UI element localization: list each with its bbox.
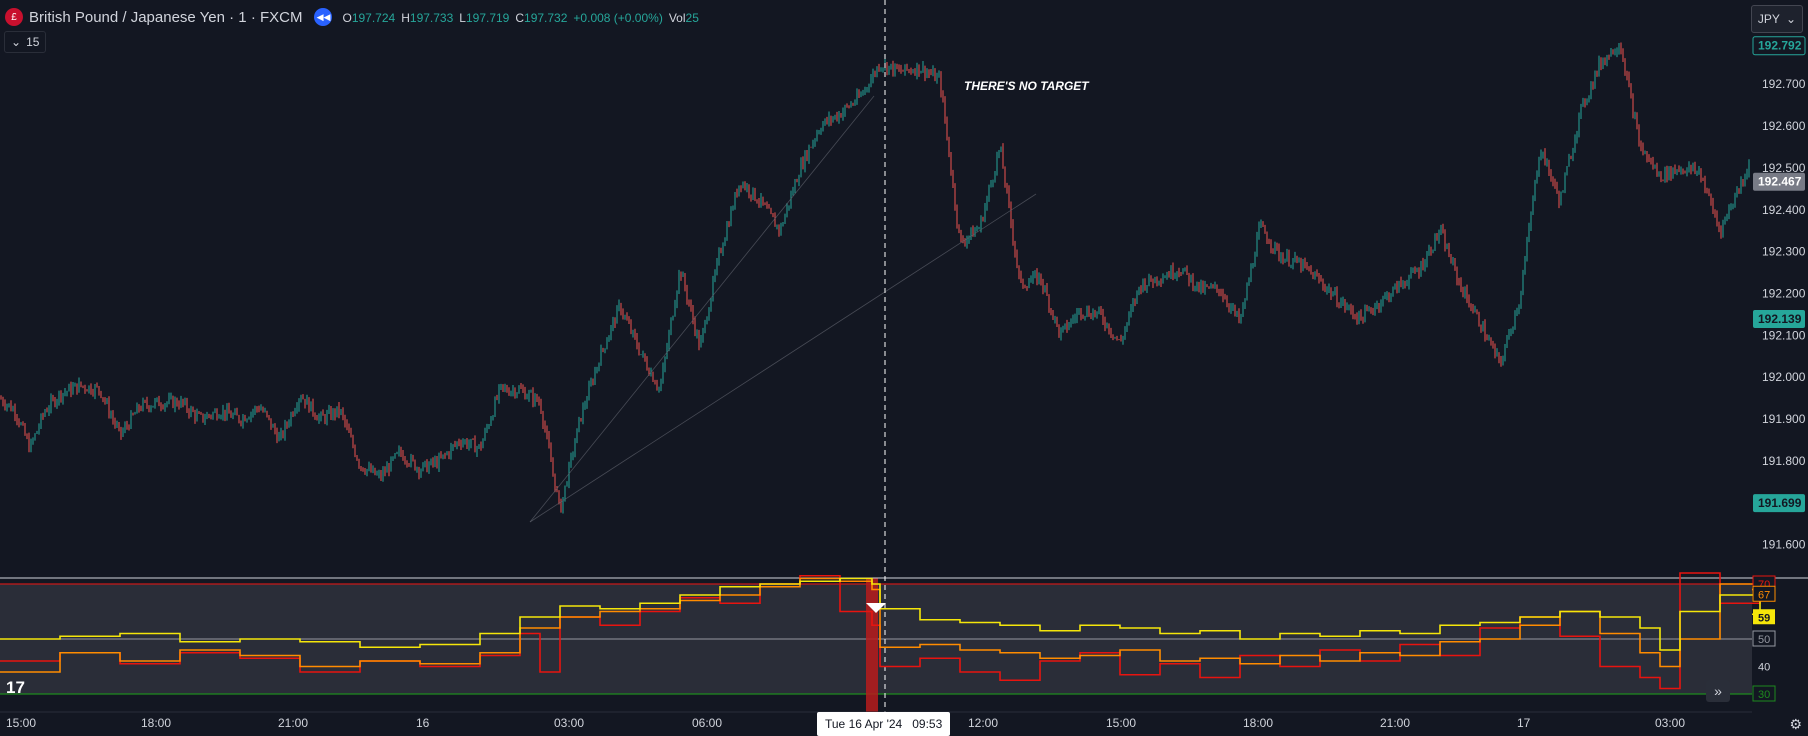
ohlc-item: H197.733 <box>401 11 454 25</box>
ohlc-item: L197.719 <box>459 11 510 25</box>
interval-value: 15 <box>26 35 40 49</box>
time-tick-label: 17 <box>1517 716 1531 730</box>
rsi-tick-label: 67 <box>1758 589 1770 601</box>
currency-label: JPY <box>1757 12 1780 26</box>
price-label-box <box>1752 36 1806 56</box>
time-tick-label: 21:00 <box>278 716 308 730</box>
trend-line <box>529 95 875 523</box>
chart-header: £ British Pound / Japanese Yen · 1 · FXC… <box>0 0 705 34</box>
price-tick-label: 191.800 <box>1762 454 1806 468</box>
price-tick-label: 192.500 <box>1762 161 1806 175</box>
rsi-tick-label: 59 <box>1758 612 1770 624</box>
time-tick-label: 06:00 <box>692 716 722 730</box>
price-tick-label: 192.000 <box>1762 370 1806 384</box>
crosshair-time-label: Tue 16 Apr '24 09:53 <box>817 712 951 736</box>
time-tick-label: 21:00 <box>1380 716 1410 730</box>
trend-line <box>529 193 1037 523</box>
rsi-tick-label: 30 <box>1758 689 1770 701</box>
time-tick-label: 15:00 <box>1106 716 1136 730</box>
scroll-to-realtime-button[interactable]: » <box>1706 680 1730 702</box>
time-tick-label: 18:00 <box>141 716 171 730</box>
price-tick-label: 192.600 <box>1762 119 1806 133</box>
rsi-label-box <box>1753 609 1775 625</box>
price-label: 192.467 <box>1758 175 1802 189</box>
price-label-box <box>1753 172 1805 191</box>
chevron-down-icon: ⌄ <box>1785 12 1796 26</box>
time-tick-label: 15:00 <box>6 716 36 730</box>
interval-selector[interactable]: ⌄ 15 <box>4 31 47 53</box>
rsi-tick-label: 50 <box>1758 634 1770 646</box>
price-tick-label: 192.700 <box>1762 77 1806 91</box>
signal-bar <box>866 578 878 712</box>
symbol-title[interactable]: British Pound / Japanese Yen · 1 · FXCM <box>29 8 303 26</box>
candles-group <box>0 42 1750 514</box>
gbpjpy-flag-icon: £ <box>5 8 23 26</box>
chart-annotation[interactable]: THERE'S NO TARGET <box>964 79 1089 93</box>
ohlc-item: O197.724 <box>342 11 396 25</box>
price-label-box <box>1753 309 1805 328</box>
rsi-label-box <box>1752 630 1776 647</box>
price-tick-label: 191.900 <box>1762 412 1806 426</box>
gear-icon[interactable]: ⚙ <box>1789 716 1802 732</box>
ohlc-item: Vol25 <box>668 11 699 25</box>
time-tick-label: 03:00 <box>554 716 584 730</box>
price-label-box <box>1753 494 1805 513</box>
tradingview-logo[interactable]: 17 <box>6 678 25 697</box>
time-tick-label: 03:00 <box>1655 716 1685 730</box>
rsi-series-2 <box>0 577 1761 651</box>
chevron-down-icon: ⌄ <box>11 35 22 49</box>
rsi-label-box <box>1752 685 1776 702</box>
rsi-series-1 <box>0 577 1761 673</box>
ohlc-item: C197.732 <box>515 11 568 25</box>
price-tick-label: 192.200 <box>1762 286 1806 300</box>
price-label: 192.792 <box>1758 39 1802 53</box>
signal-marker <box>866 603 886 613</box>
currency-selector[interactable]: JPY ⌄ <box>1750 5 1803 33</box>
time-tick-label: 12:00 <box>968 716 998 730</box>
price-tick-label: 192.400 <box>1762 203 1806 217</box>
price-label: 192.139 <box>1758 312 1802 326</box>
rsi-tick-label: 40 <box>1758 662 1770 674</box>
ohlc-values: O197.724 H197.733 L197.719 C197.732 +0.008 (… <box>342 9 704 25</box>
price-tick-label: 192.300 <box>1762 245 1806 259</box>
price-label: 191.699 <box>1758 496 1802 510</box>
ohlc-item: +0.008 (+0.00%) <box>573 11 663 25</box>
replay-icon[interactable]: ◀◀ <box>314 8 333 26</box>
price-tick-label: 192.100 <box>1762 328 1806 342</box>
rsi-label-box <box>1752 585 1776 602</box>
time-tick-label: 16 <box>416 716 430 730</box>
time-tick-label: 18:00 <box>1243 716 1273 730</box>
price-tick-label: 191.600 <box>1762 538 1806 552</box>
